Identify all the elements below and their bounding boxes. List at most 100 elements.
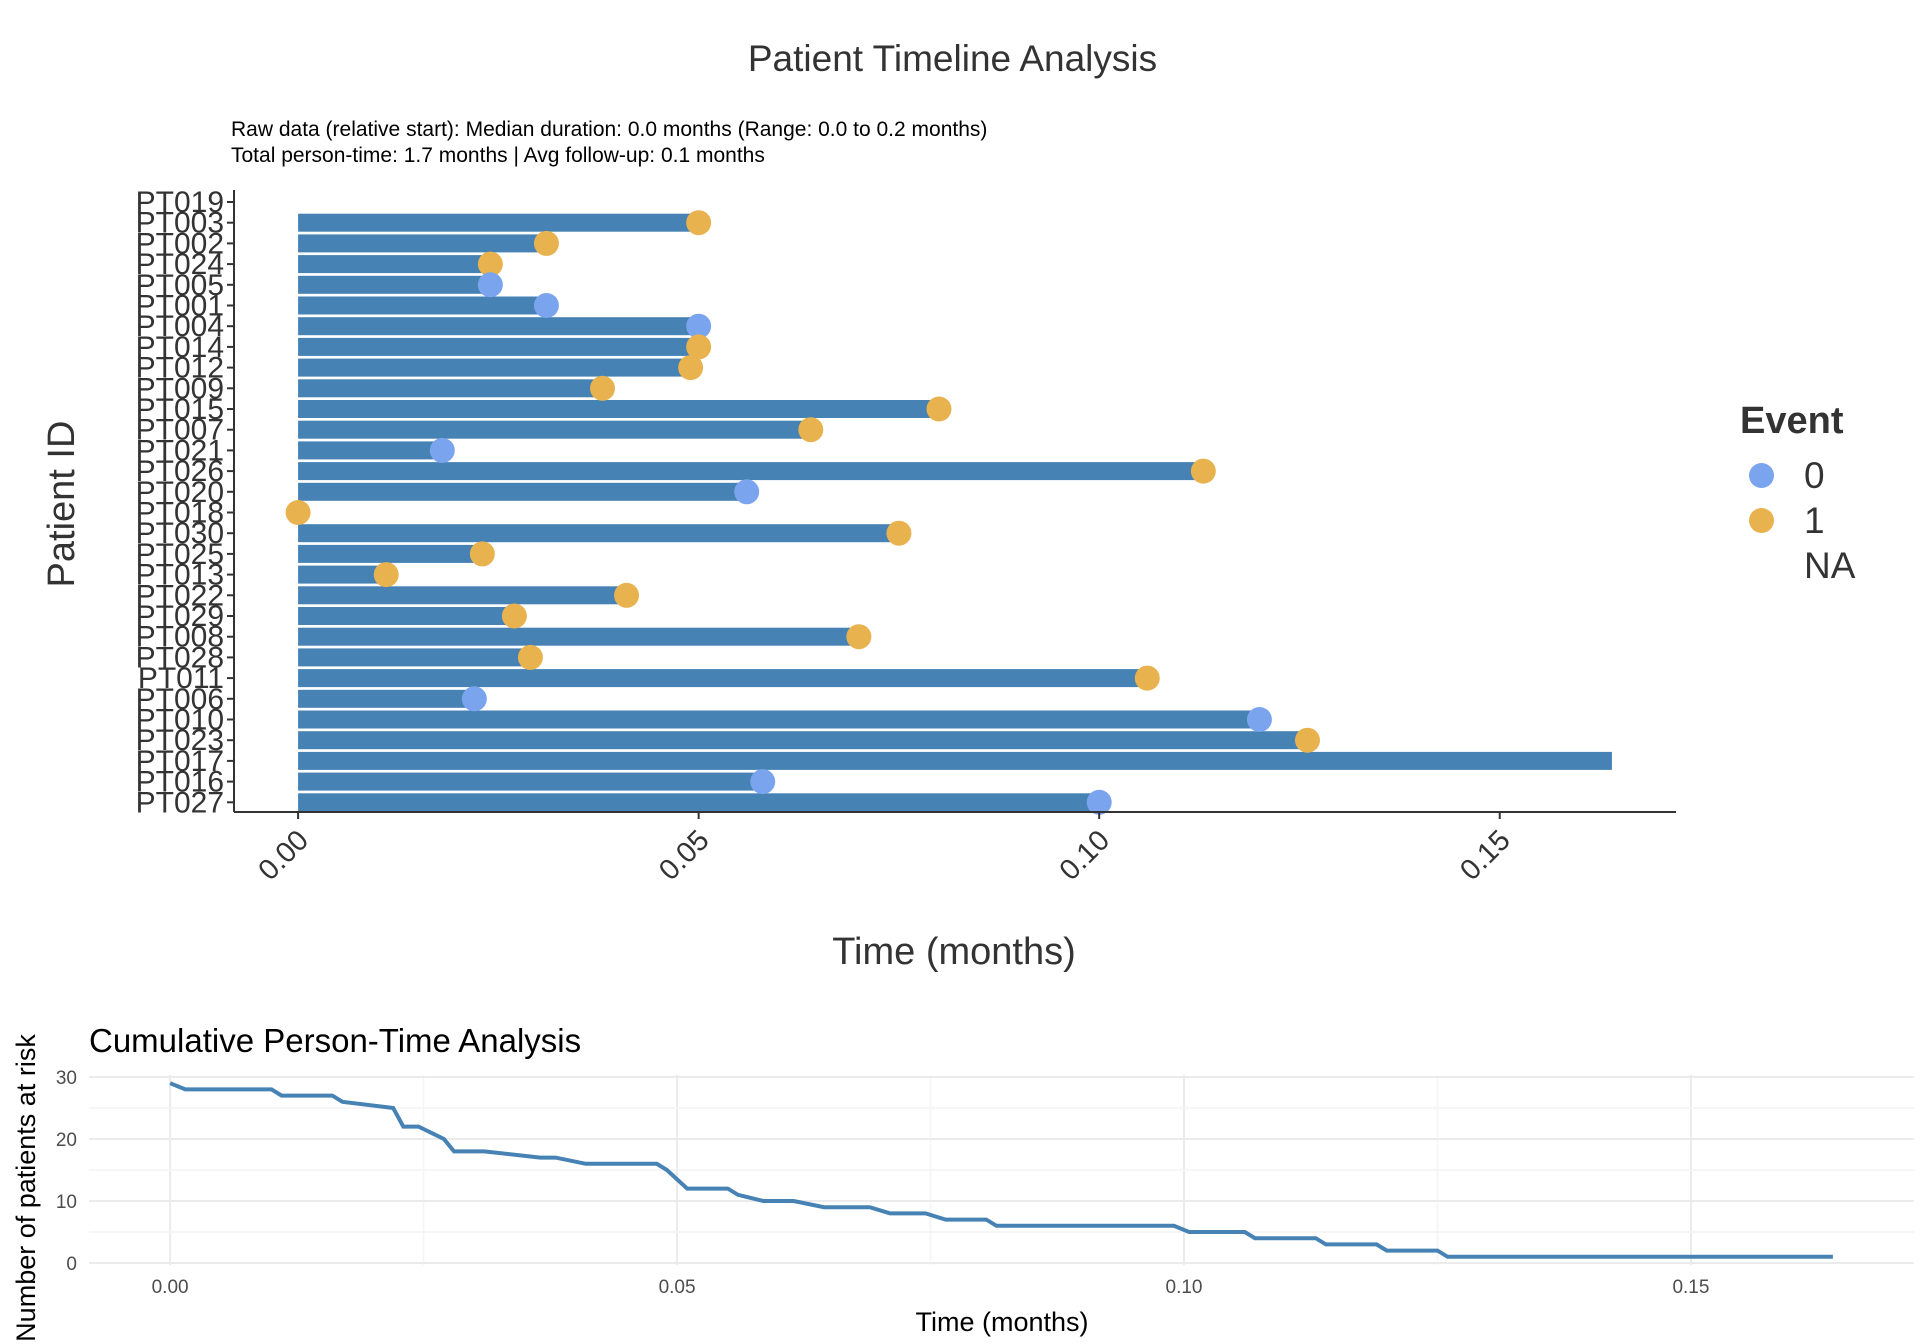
y-tick-label-pt013: PT013 [136,559,224,592]
x-tick-label-3: 0.15 [1454,824,1517,887]
timeline-bar-pt025 [298,544,483,563]
y-tick-label-pt029: PT029 [136,600,224,633]
cumulative-x-axis-label: Time (months) [915,1307,1088,1337]
timeline-event-points [285,210,1320,815]
chart-subtitle-line-1: Raw data (relative start): Median durati… [231,118,988,141]
y-tick-label-pt027: PT027 [136,786,224,819]
event-point-pt006 [461,686,487,712]
legend-label-1: 1 [1804,499,1825,541]
timeline-bar-pt006 [298,689,475,708]
y-tick-label-pt026: PT026 [136,455,224,488]
cum-y-tick-label-1: 10 [56,1192,77,1213]
y-tick-label-pt020: PT020 [136,476,224,509]
cum-x-tick-label-0: 0.00 [152,1277,189,1298]
event-point-pt010 [1246,707,1272,732]
y-tick-label-pt014: PT014 [136,331,224,364]
event-point-pt013 [373,562,399,588]
timeline-bar-pt022 [298,586,627,605]
event-point-pt004 [686,313,712,339]
cum-x-tick-label-2: 0.10 [1166,1277,1203,1298]
timeline-y-axis-label: Patient ID [41,421,83,588]
y-tick-label-pt012: PT012 [136,352,224,385]
y-tick-label-pt011: PT011 [138,662,224,695]
event-point-pt008 [846,624,872,650]
y-tick-label-pt018: PT018 [136,497,224,530]
event-point-pt026 [1190,458,1216,484]
event-point-pt018 [285,500,311,525]
timeline-bar-pt013 [298,565,387,584]
y-tick-label-pt017: PT017 [136,745,224,778]
event-point-pt030 [886,520,912,546]
timeline-bar-pt012 [298,358,691,377]
event-point-pt022 [614,582,640,608]
event-point-pt027 [1086,789,1112,815]
timeline-bar-pt008 [298,627,859,646]
event-point-pt007 [798,417,824,443]
event-point-pt002 [533,230,559,256]
timeline-bar-pt016 [298,772,763,791]
timeline-bar-pt005 [298,275,491,294]
y-tick-label-pt023: PT023 [136,724,224,757]
timeline-bar-pt023 [298,731,1308,750]
y-tick-label-pt004: PT004 [136,310,224,343]
event-point-pt011 [1134,665,1160,691]
y-tick-label-pt007: PT007 [136,414,224,447]
timeline-bar-pt017 [298,751,1612,770]
event-point-pt015 [926,396,952,422]
cumulative-chart: Cumulative Person-Time Analysis 0102030 … [11,1022,1914,1342]
y-tick-label-pt006: PT006 [136,683,224,716]
cum-y-tick-label-3: 30 [56,1068,77,1089]
event-point-pt020 [734,479,760,505]
timeline-x-ticks: 0.00 0.05 0.10 0.15 [252,812,1517,887]
timeline-bar-pt026 [298,462,1204,481]
cumulative-y-axis-label: Number of patients at risk [11,1034,41,1342]
cum-x-tick-label-1: 0.05 [659,1277,696,1298]
timeline-bar-pt003 [298,213,699,232]
y-tick-label-pt030: PT030 [136,517,224,550]
legend-label-0: 0 [1804,454,1825,496]
timeline-bar-pt029 [298,607,515,625]
event-point-pt029 [501,603,527,629]
at-risk-step-line [169,1081,1833,1259]
cum-y-tick-label-0: 0 [66,1254,77,1275]
event-legend: Event 0 1 NA [1738,400,1908,588]
timeline-bar-pt028 [298,648,531,667]
timeline-x-axis-label: Time (months) [832,931,1076,973]
cum-y-tick-label-2: 20 [56,1130,77,1151]
event-point-pt016 [750,769,776,795]
timeline-bar-pt004 [298,317,699,336]
timeline-bar-pt014 [298,337,699,356]
timeline-bar-pt010 [298,710,1260,729]
event-point-pt003 [686,210,712,236]
y-tick-label-pt028: PT028 [136,641,224,674]
event-point-pt025 [469,541,495,567]
timeline-bar-pt021 [298,441,443,460]
timeline-y-ticks: PT019PT003PT002PT024PT005PT001PT004PT014… [136,186,234,819]
cumulative-x-ticks: 0.00 0.05 0.10 0.15 [152,1277,1710,1298]
timeline-bars [298,213,1612,812]
timeline-bar-pt024 [298,255,491,274]
timeline-bar-pt001 [298,296,547,315]
y-tick-label-pt005: PT005 [136,269,224,302]
timeline-bar-pt009 [298,379,603,398]
y-tick-label-pt009: PT009 [136,372,224,405]
y-tick-label-pt001: PT001 [136,290,224,323]
x-tick-label-2: 0.10 [1054,824,1117,887]
y-tick-label-pt015: PT015 [136,393,224,426]
timeline-bar-pt007 [298,420,811,439]
timeline-bar-pt015 [298,400,939,418]
timeline-bar-pt020 [298,482,747,501]
timeline-chart: PT019PT003PT002PT024PT005PT001PT004PT014… [41,186,1676,973]
event-point-pt012 [678,355,704,381]
timeline-bar-pt027 [298,793,1100,812]
legend-item-na: NA [1738,543,1908,588]
legend-item-0: 0 [1738,453,1908,498]
cum-x-tick-label-3: 0.15 [1672,1277,1709,1298]
x-tick-label-0: 0.00 [252,824,315,887]
legend-title: Event [1740,400,1844,442]
event-point-pt024 [477,251,503,277]
y-tick-label-pt010: PT010 [136,704,224,737]
timeline-bar-pt002 [298,234,547,253]
cumulative-chart-title: Cumulative Person-Time Analysis [89,1022,581,1059]
timeline-bar-pt011 [298,669,1148,688]
